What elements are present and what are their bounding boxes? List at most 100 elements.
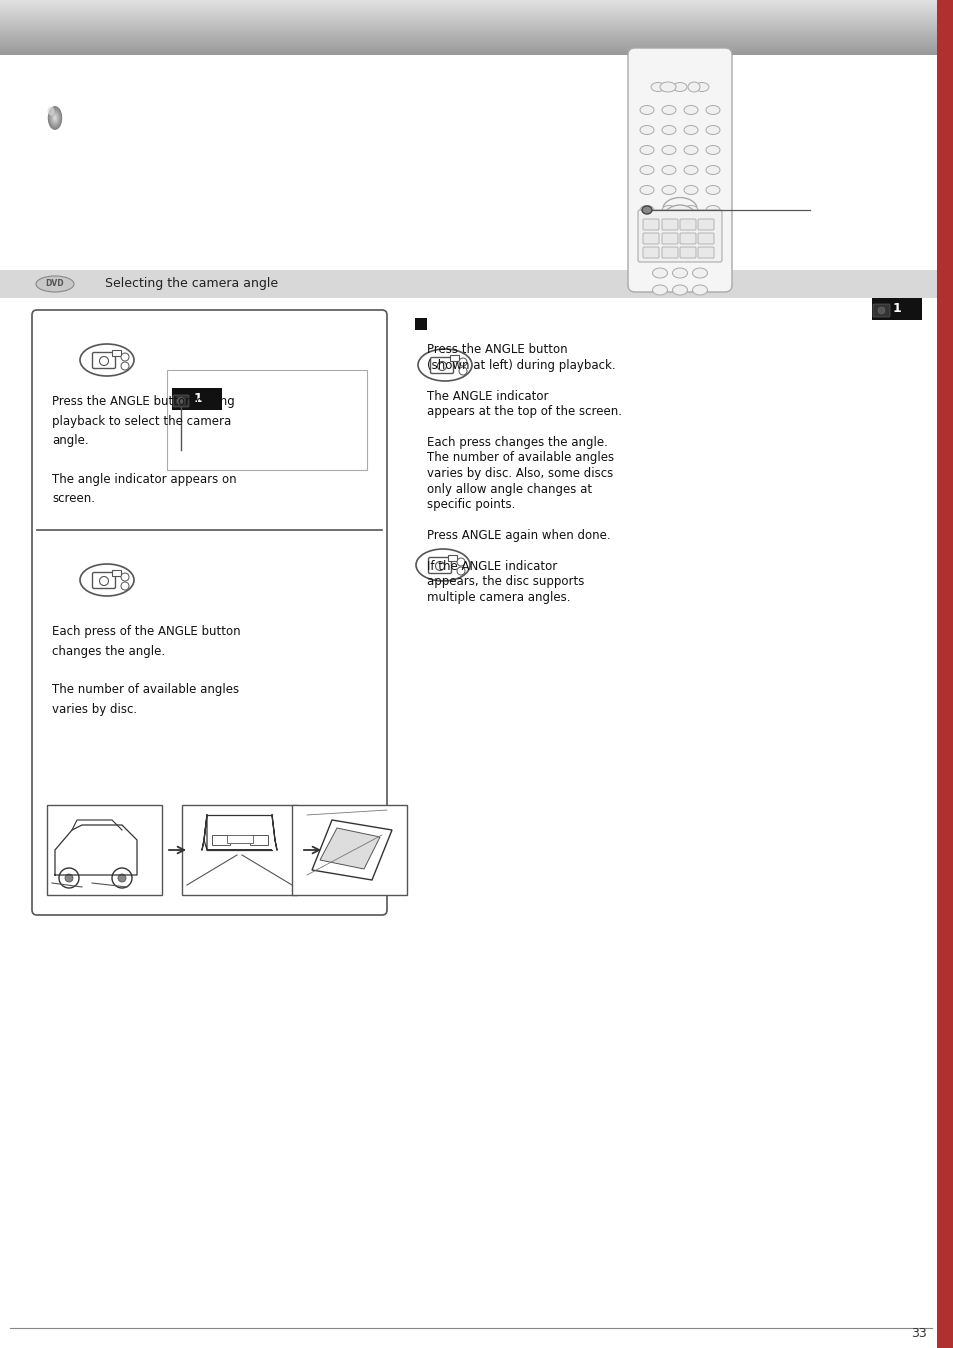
FancyBboxPatch shape	[627, 49, 731, 293]
FancyBboxPatch shape	[698, 247, 713, 257]
Ellipse shape	[50, 108, 61, 128]
Ellipse shape	[680, 244, 699, 256]
Bar	[227, 834, 253, 842]
Text: 33: 33	[910, 1326, 926, 1340]
Ellipse shape	[672, 284, 687, 295]
Ellipse shape	[51, 111, 59, 125]
Circle shape	[177, 398, 184, 404]
FancyBboxPatch shape	[661, 233, 678, 244]
Bar	[448, 555, 456, 561]
FancyBboxPatch shape	[92, 352, 115, 368]
FancyBboxPatch shape	[679, 247, 696, 257]
Text: Press the ANGLE button during
playback to select the camera
angle.

The angle in: Press the ANGLE button during playback t…	[52, 395, 236, 506]
FancyBboxPatch shape	[642, 218, 659, 231]
Ellipse shape	[705, 166, 720, 174]
Ellipse shape	[652, 284, 667, 295]
FancyBboxPatch shape	[698, 218, 713, 231]
Bar	[112, 570, 121, 576]
Text: The ANGLE indicator: The ANGLE indicator	[427, 390, 548, 403]
Circle shape	[877, 307, 884, 314]
Circle shape	[435, 562, 444, 570]
Polygon shape	[312, 820, 392, 880]
Bar	[47, 805, 162, 895]
Text: Each press of the ANGLE button
changes the angle.

The number of available angle: Each press of the ANGLE button changes t…	[52, 625, 240, 716]
Ellipse shape	[672, 82, 686, 92]
Ellipse shape	[661, 205, 676, 214]
FancyBboxPatch shape	[430, 357, 453, 373]
Ellipse shape	[683, 105, 698, 115]
Circle shape	[437, 361, 446, 371]
Ellipse shape	[650, 82, 664, 92]
Circle shape	[112, 868, 132, 888]
Bar	[172, 388, 222, 410]
FancyBboxPatch shape	[698, 233, 713, 244]
Ellipse shape	[80, 344, 133, 376]
Ellipse shape	[659, 82, 676, 92]
Text: 1: 1	[193, 392, 202, 406]
FancyBboxPatch shape	[172, 395, 189, 407]
Ellipse shape	[705, 205, 720, 214]
Ellipse shape	[52, 113, 57, 123]
FancyBboxPatch shape	[92, 573, 115, 589]
Ellipse shape	[639, 125, 654, 135]
Polygon shape	[319, 828, 379, 869]
Circle shape	[671, 217, 687, 233]
Circle shape	[59, 868, 79, 888]
Ellipse shape	[639, 146, 654, 155]
Circle shape	[458, 367, 467, 375]
FancyBboxPatch shape	[679, 233, 696, 244]
Ellipse shape	[705, 186, 720, 194]
Circle shape	[99, 577, 109, 585]
FancyBboxPatch shape	[661, 247, 678, 257]
Ellipse shape	[36, 276, 74, 293]
Text: The number of available angles: The number of available angles	[427, 452, 614, 465]
Ellipse shape	[48, 106, 54, 116]
FancyBboxPatch shape	[661, 218, 678, 231]
Ellipse shape	[661, 146, 676, 155]
Ellipse shape	[692, 284, 707, 295]
Ellipse shape	[639, 186, 654, 194]
Ellipse shape	[417, 349, 472, 381]
Text: only allow angle changes at: only allow angle changes at	[427, 483, 592, 496]
Ellipse shape	[672, 268, 687, 278]
Circle shape	[121, 582, 129, 590]
Bar	[0, 270, 936, 298]
Ellipse shape	[683, 166, 698, 174]
Text: appears at the top of the screen.: appears at the top of the screen.	[427, 404, 621, 418]
Polygon shape	[204, 816, 272, 851]
Ellipse shape	[51, 112, 58, 124]
Circle shape	[456, 558, 464, 566]
Ellipse shape	[687, 82, 700, 92]
Ellipse shape	[49, 108, 61, 128]
Text: appears, the disc supports: appears, the disc supports	[427, 576, 584, 589]
Ellipse shape	[683, 205, 698, 214]
Text: varies by disc. Also, some discs: varies by disc. Also, some discs	[427, 466, 613, 480]
Ellipse shape	[683, 125, 698, 135]
Ellipse shape	[50, 109, 60, 127]
Circle shape	[121, 353, 129, 361]
Ellipse shape	[49, 108, 61, 128]
Ellipse shape	[51, 111, 60, 125]
Ellipse shape	[699, 244, 717, 256]
Ellipse shape	[50, 109, 60, 127]
Ellipse shape	[48, 106, 62, 129]
Ellipse shape	[683, 186, 698, 194]
Ellipse shape	[52, 115, 57, 121]
Ellipse shape	[692, 268, 707, 278]
FancyBboxPatch shape	[642, 233, 659, 244]
FancyBboxPatch shape	[32, 310, 387, 915]
Circle shape	[121, 363, 129, 369]
Ellipse shape	[639, 166, 654, 174]
Text: Selecting the camera angle: Selecting the camera angle	[105, 278, 278, 291]
Bar	[212, 834, 230, 845]
Circle shape	[456, 568, 464, 576]
FancyBboxPatch shape	[638, 210, 721, 262]
Ellipse shape	[53, 116, 56, 120]
Ellipse shape	[53, 116, 56, 120]
Ellipse shape	[642, 244, 660, 256]
Bar	[450, 355, 458, 361]
Ellipse shape	[52, 113, 58, 123]
Text: specific points.: specific points.	[427, 497, 515, 511]
Bar	[415, 318, 427, 330]
Ellipse shape	[641, 206, 651, 214]
